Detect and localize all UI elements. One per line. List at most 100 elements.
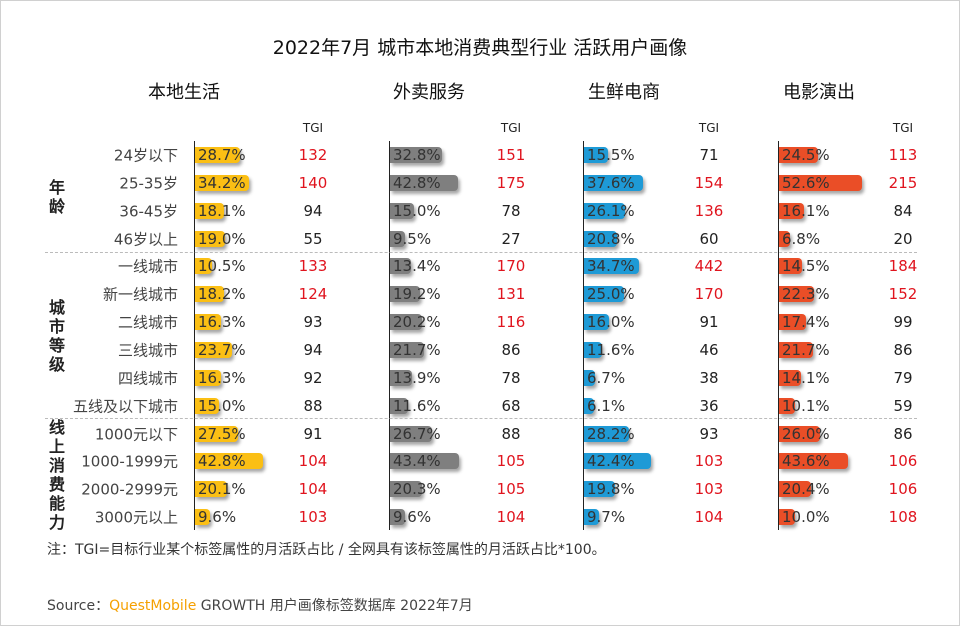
bar-3 [779, 369, 802, 386]
group-header: 外卖服务 [393, 82, 465, 103]
bar-1 [390, 202, 414, 219]
bar-1 [390, 147, 442, 163]
bar-value-label: 28.7% [198, 146, 246, 164]
bar-value-label: 19.8% [587, 480, 635, 499]
row-label: 五线及以下城市 [72, 397, 178, 416]
bar-2 [584, 174, 644, 191]
bar-3 [779, 509, 795, 526]
bar-value-label: 9.6% [393, 508, 432, 527]
section-label: 年龄 [48, 177, 65, 216]
bar-1 [390, 509, 406, 526]
tgi-value: 113 [888, 146, 918, 164]
bar-value-label: 24.5% [782, 146, 830, 164]
tgi-value: 60 [699, 229, 719, 248]
bar-0 [195, 453, 263, 470]
tgi-value: 59 [893, 396, 913, 415]
bar-3 [779, 202, 805, 219]
bar-2 [584, 314, 610, 331]
bar-value-label: 20.1% [198, 480, 246, 499]
tgi-value: 27 [501, 229, 521, 248]
tgi-header: TGI [698, 121, 720, 135]
bar-1 [390, 286, 421, 303]
bar-value-label: 14.5% [782, 257, 830, 276]
tgi-value: 38 [699, 368, 719, 387]
bar-value-label: 19.0% [198, 229, 246, 248]
source-rest: GROWTH 用户画像标签数据库 2022年7月 [196, 598, 473, 614]
row-label: 24岁以下 [113, 146, 178, 165]
tgi-value: 132 [298, 146, 328, 164]
tgi-value: 442 [694, 257, 724, 276]
bar-0 [195, 147, 241, 163]
bar-3 [779, 147, 818, 163]
section-label: 线上消费能力 [48, 418, 65, 533]
group-header: 生鲜电商 [588, 82, 660, 103]
tgi-header: TGI [500, 121, 522, 135]
bar-0 [195, 341, 233, 358]
bar-1 [390, 425, 433, 442]
row-label: 3000元以上 [94, 508, 178, 527]
bar-value-label: 52.6% [782, 173, 830, 192]
tgi-value: 93 [699, 424, 719, 443]
tgi-value: 106 [888, 452, 918, 471]
bar-value-label: 32.8% [393, 146, 441, 164]
bar-0 [195, 481, 227, 498]
tgi-value: 91 [303, 424, 323, 443]
bar-value-label: 21.7% [782, 340, 830, 359]
bar-3 [779, 258, 802, 275]
tgi-value: 46 [699, 340, 719, 359]
bar-value-label: 15.0% [393, 201, 441, 220]
bar-1 [390, 453, 459, 470]
tgi-header: TGI [892, 121, 914, 135]
bar-value-label: 10.1% [782, 396, 830, 415]
tgi-value: 103 [298, 508, 328, 527]
tgi-value: 86 [893, 340, 913, 359]
bar-0 [195, 369, 221, 386]
bar-0 [195, 286, 224, 303]
bar-2 [584, 202, 626, 219]
bar-value-label: 18.2% [198, 285, 246, 304]
bar-3 [779, 314, 807, 331]
bar-3 [779, 397, 795, 414]
bar-0 [195, 314, 221, 331]
bar-value-label: 26.0% [782, 424, 830, 443]
bar-value-label: 37.6% [587, 173, 635, 192]
tgi-value: 105 [496, 480, 526, 499]
tgi-value: 108 [888, 508, 918, 527]
bar-value-label: 18.1% [198, 201, 246, 220]
row-label: 新一线城市 [102, 285, 178, 304]
tgi-value: 88 [501, 424, 521, 443]
bar-value-label: 26.7% [393, 424, 441, 443]
row-label: 2000-2999元 [81, 480, 178, 499]
tgi-value: 78 [501, 368, 521, 387]
tgi-value: 104 [496, 508, 526, 527]
bar-value-label: 20.8% [587, 229, 635, 248]
tgi-value: 104 [298, 452, 328, 471]
bar-value-label: 16.1% [782, 201, 830, 220]
tgi-value: 151 [496, 146, 526, 164]
bar-value-label: 16.3% [198, 368, 246, 387]
bar-2 [584, 509, 600, 526]
tgi-value: 170 [496, 257, 526, 276]
row-label: 1000-1999元 [81, 452, 178, 471]
bar-value-label: 34.2% [198, 173, 246, 192]
bar-value-label: 23.7% [198, 340, 246, 359]
bar-2 [584, 481, 616, 498]
tgi-value: 175 [496, 173, 526, 192]
bar-0 [195, 230, 226, 247]
bar-3 [779, 481, 812, 498]
tgi-value: 133 [298, 257, 328, 276]
bar-value-label: 34.7% [587, 257, 635, 276]
bar-value-label: 42.8% [198, 452, 246, 471]
tgi-value: 103 [694, 452, 724, 471]
tgi-value: 104 [694, 508, 724, 527]
bar-value-label: 14.1% [782, 368, 830, 387]
footnote: 注：TGI=目标行业某个标签属性的月活跃占比 / 全网具有该标签属性的月活跃占比… [47, 542, 606, 558]
row-label: 36-45岁 [119, 202, 178, 221]
bar-2 [584, 230, 617, 247]
bar-0 [195, 509, 211, 526]
bar-2 [584, 341, 603, 358]
axis-line [778, 141, 779, 530]
bar-value-label: 42.4% [587, 452, 635, 471]
bar-value-label: 13.9% [393, 368, 441, 387]
tgi-value: 154 [694, 173, 724, 192]
